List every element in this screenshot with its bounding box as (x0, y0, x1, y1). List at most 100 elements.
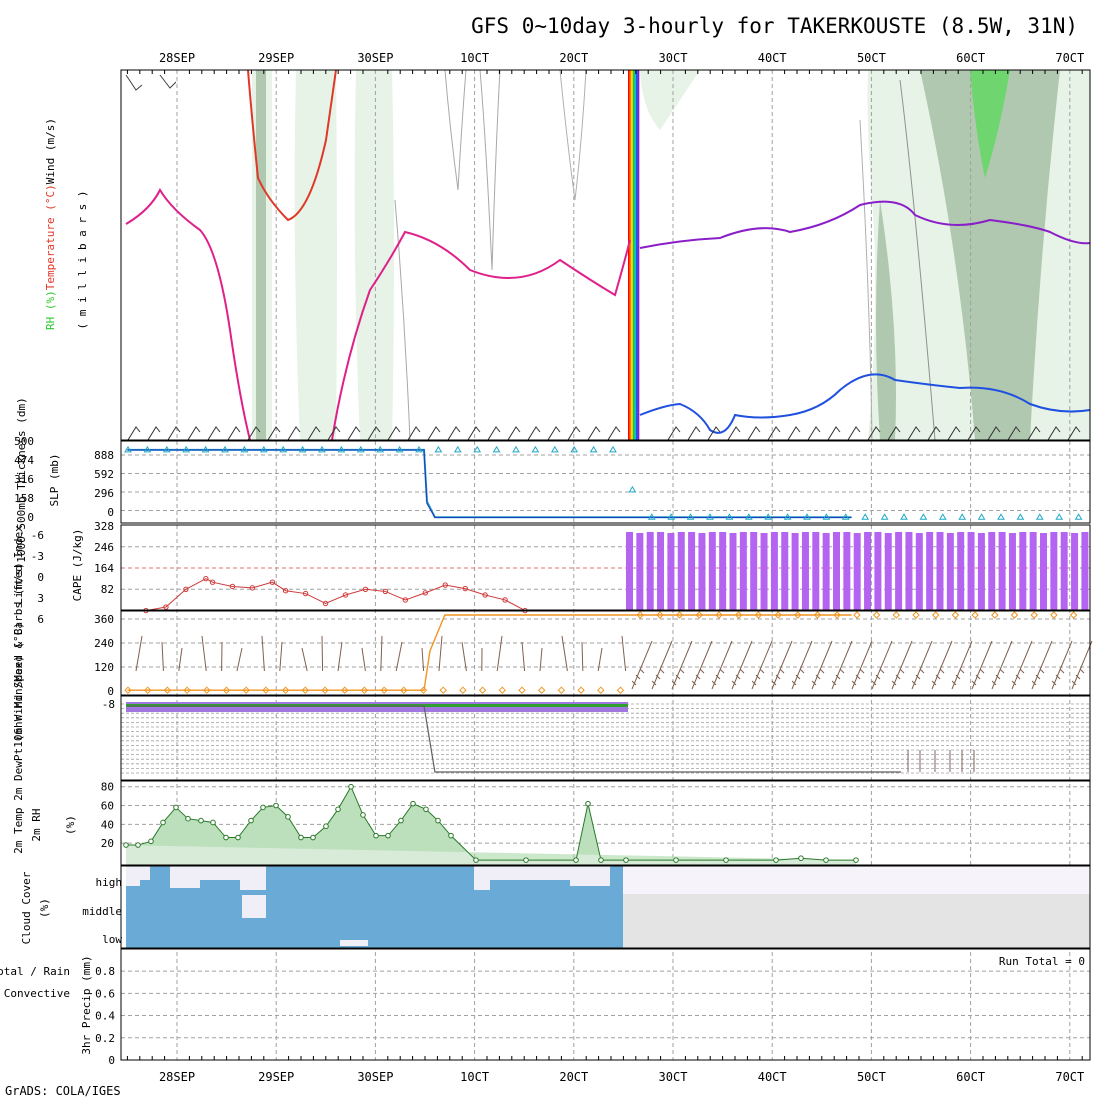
cape-bar (750, 532, 757, 610)
rh-point (674, 858, 679, 863)
cloud-area-high (623, 866, 1090, 894)
cape-bar (667, 533, 674, 610)
rh-point (211, 820, 216, 825)
li-tick: 3 (37, 592, 44, 605)
top-date-label: 50CT (857, 51, 886, 65)
contour-band (636, 70, 638, 440)
temp2m-label: 2m Temp 2m DewPt (6hr Min/Max) (°C) (12, 622, 25, 854)
cape-tick: 82 (101, 583, 114, 596)
cape-bar (843, 532, 850, 610)
wind-tick: 360 (94, 613, 114, 626)
cape-bar (1071, 533, 1078, 610)
rh-point (299, 835, 304, 840)
cape-bar (823, 533, 830, 610)
cape-bar (957, 532, 964, 610)
rh-point (174, 805, 179, 810)
cape-bar (709, 532, 716, 610)
rh-tick: 60 (101, 800, 114, 813)
rh-point (199, 818, 204, 823)
rh-point (274, 803, 279, 808)
cape-bar (1019, 532, 1026, 610)
bottom-date-label: 70CT (1055, 1070, 1084, 1084)
upper-panel-label: RH (%)Temperature (°C)Wind (m/s) (44, 118, 57, 330)
top-date-label: 10CT (460, 51, 489, 65)
rh-point (824, 858, 829, 863)
cloud-gap (340, 940, 368, 946)
rh-point (249, 818, 254, 823)
rh-point (261, 805, 266, 810)
upper-label-part: Wind (m/s) (44, 118, 57, 184)
precip-total-rain-label: Total / Rain (0, 965, 70, 978)
bottom-date-label: 20CT (559, 1070, 588, 1084)
li-tick: 0 (37, 571, 44, 584)
bottom-date-label: 28SEP (159, 1070, 195, 1084)
rh-point (424, 807, 429, 812)
cape-bar (678, 532, 685, 610)
rh-point (436, 818, 441, 823)
cape-bar (730, 533, 737, 610)
rh-point (236, 835, 241, 840)
cape-bar (647, 532, 654, 610)
upper-label-part: RH (%) (44, 290, 57, 330)
cape-bar (781, 532, 788, 610)
rh-point (186, 816, 191, 821)
cape-bar (761, 533, 768, 610)
wind-tick: 120 (94, 661, 114, 674)
cape-bar (771, 532, 778, 610)
rh-point (336, 807, 341, 812)
bottom-date-label: 40CT (758, 1070, 787, 1084)
cape-bar (895, 532, 902, 610)
cape-bar (947, 533, 954, 610)
cape-bar (833, 532, 840, 610)
cape-bar (636, 533, 643, 610)
cape-bar (905, 532, 912, 610)
bottom-date-label: 30SEP (357, 1070, 393, 1084)
grads-credit: GrADS: COLA/IGES (5, 1084, 121, 1098)
rh-point (411, 801, 416, 806)
rh-tick: 80 (101, 781, 114, 794)
rh-point (286, 815, 291, 820)
precip-tick: 0.8 (95, 965, 115, 978)
wind-tick: 240 (94, 637, 114, 650)
rh-point (399, 818, 404, 823)
rh-point (374, 833, 379, 838)
rh-point (799, 856, 804, 861)
contour-band (631, 70, 633, 440)
cape-bar (698, 533, 705, 610)
cape-bar (719, 532, 726, 610)
cape-bar (657, 532, 664, 610)
top-date-label: 60CT (956, 51, 985, 65)
rh-point (311, 835, 316, 840)
cloud-level-label: low (102, 933, 122, 946)
contour-band (638, 70, 640, 440)
cloud-area-mid (623, 894, 1090, 948)
cape-bar (1040, 533, 1047, 610)
rh-point (324, 824, 329, 829)
top-date-label: 70CT (1055, 51, 1084, 65)
cloud-cover-unit: (%) (38, 898, 51, 918)
wind-tick: 0 (107, 685, 114, 698)
cloud-gap (242, 895, 266, 918)
cape-bar (926, 532, 933, 610)
rh2m-unit: (%) (64, 815, 77, 835)
cape-bar (885, 533, 892, 610)
rh-point (524, 858, 529, 863)
rh2m-label: 2m RH (30, 808, 43, 841)
cape-tick: 328 (94, 520, 114, 533)
cape-bar (1081, 532, 1088, 610)
rh-shade (256, 70, 266, 440)
cape-bar (792, 533, 799, 610)
cape-bar (999, 532, 1006, 610)
rh-point (774, 858, 779, 863)
precip-tick: 0.6 (95, 987, 115, 1000)
cape-bar (740, 532, 747, 610)
slp-tick: 888 (94, 449, 114, 462)
cape-bar (937, 532, 944, 610)
contour-band (633, 70, 635, 440)
cape-bar (978, 533, 985, 610)
slp-label: SLP (mb) (48, 454, 61, 507)
rh-point (599, 858, 604, 863)
cape-bar (968, 532, 975, 610)
